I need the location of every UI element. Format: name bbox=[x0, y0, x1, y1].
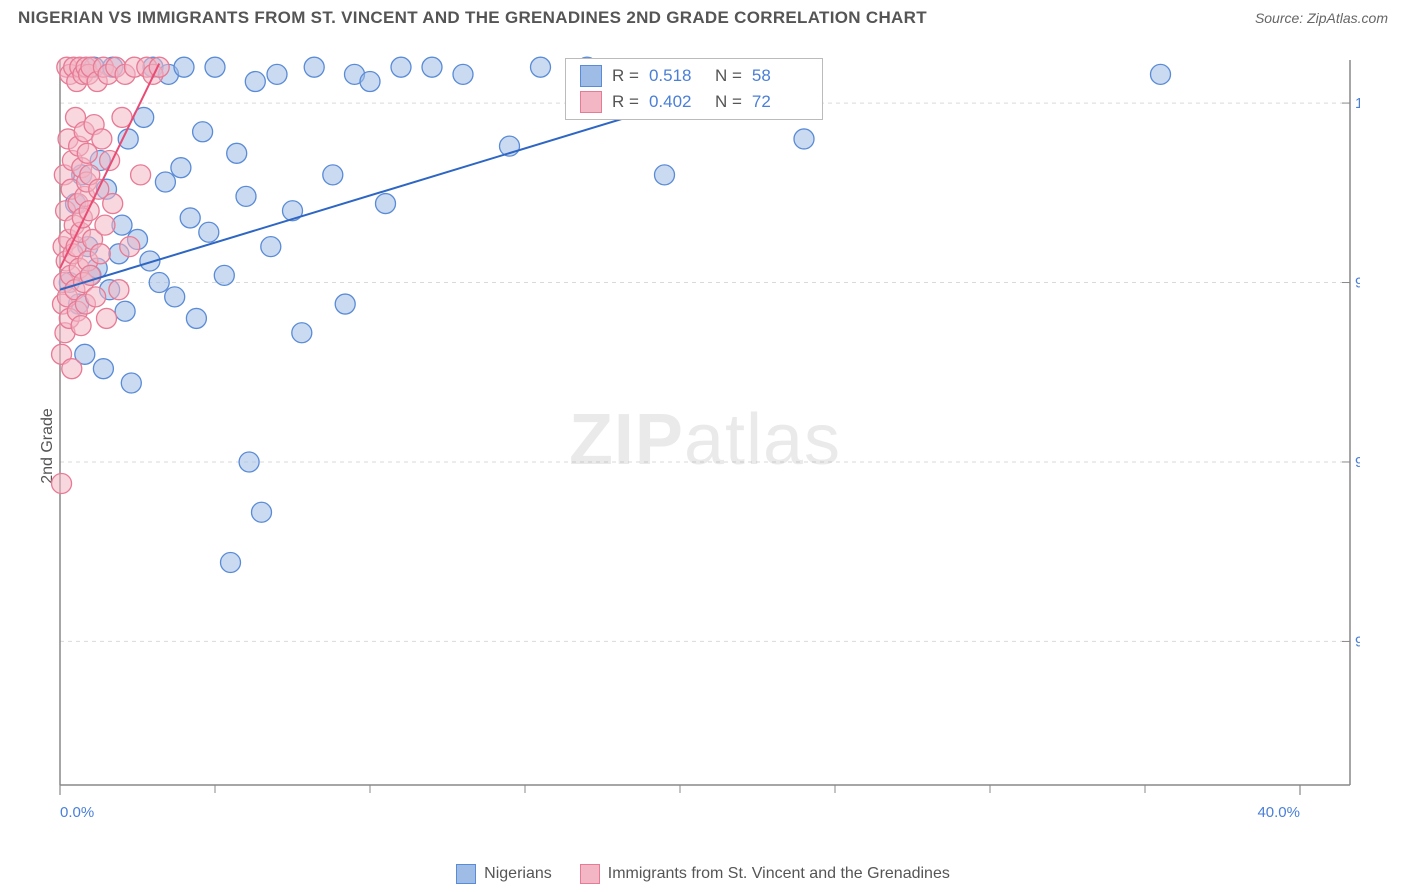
data-point bbox=[171, 158, 191, 178]
svg-text:95.0%: 95.0% bbox=[1355, 454, 1360, 471]
stat-n-value: 58 bbox=[752, 66, 808, 86]
series-swatch bbox=[580, 91, 602, 113]
data-point bbox=[1151, 64, 1171, 84]
data-point bbox=[422, 57, 442, 77]
data-point bbox=[453, 64, 473, 84]
data-point bbox=[214, 265, 234, 285]
stat-n-label: N = bbox=[715, 66, 742, 86]
svg-text:40.0%: 40.0% bbox=[1257, 804, 1300, 821]
data-point bbox=[52, 474, 72, 494]
data-point bbox=[180, 208, 200, 228]
data-point bbox=[186, 308, 206, 328]
stat-r-value: 0.402 bbox=[649, 92, 705, 112]
data-point bbox=[165, 287, 185, 307]
data-point bbox=[376, 194, 396, 214]
legend-label: Immigrants from St. Vincent and the Gren… bbox=[608, 865, 950, 883]
data-point bbox=[90, 244, 110, 264]
data-point bbox=[62, 359, 82, 379]
data-point bbox=[252, 502, 272, 522]
legend-swatch bbox=[456, 864, 476, 884]
stat-row: R = 0.518 N = 58 bbox=[566, 63, 822, 89]
svg-text:0.0%: 0.0% bbox=[60, 804, 94, 821]
data-point bbox=[109, 280, 129, 300]
data-point bbox=[205, 57, 225, 77]
data-point bbox=[121, 373, 141, 393]
data-point bbox=[245, 72, 265, 92]
data-point bbox=[199, 222, 219, 242]
data-point bbox=[149, 273, 169, 293]
data-point bbox=[335, 294, 355, 314]
data-point bbox=[794, 129, 814, 149]
stat-r-label: R = bbox=[612, 66, 639, 86]
stat-r-label: R = bbox=[612, 92, 639, 112]
data-point bbox=[227, 143, 247, 163]
data-point bbox=[360, 72, 380, 92]
data-point bbox=[120, 237, 140, 257]
stat-row: R = 0.402 N = 72 bbox=[566, 89, 822, 115]
stat-n-value: 72 bbox=[752, 92, 808, 112]
data-point bbox=[86, 287, 106, 307]
data-point bbox=[92, 129, 112, 149]
scatter-chart: 0.0%40.0%92.5%95.0%97.5%100.0% ZIPatlas bbox=[50, 45, 1360, 835]
svg-text:92.5%: 92.5% bbox=[1355, 633, 1360, 650]
legend-item: Nigerians bbox=[456, 864, 552, 884]
data-point bbox=[239, 452, 259, 472]
data-point bbox=[304, 57, 324, 77]
data-point bbox=[531, 57, 551, 77]
legend-swatch bbox=[580, 864, 600, 884]
data-point bbox=[103, 194, 123, 214]
data-point bbox=[71, 316, 91, 336]
data-point bbox=[131, 165, 151, 185]
data-point bbox=[267, 64, 287, 84]
svg-text:97.5%: 97.5% bbox=[1355, 275, 1360, 292]
legend-item: Immigrants from St. Vincent and the Gren… bbox=[580, 864, 950, 884]
data-point bbox=[93, 359, 113, 379]
data-point bbox=[149, 57, 169, 77]
chart-title: NIGERIAN VS IMMIGRANTS FROM ST. VINCENT … bbox=[18, 8, 927, 28]
data-point bbox=[261, 237, 281, 257]
data-point bbox=[174, 57, 194, 77]
stat-n-label: N = bbox=[715, 92, 742, 112]
data-point bbox=[118, 129, 138, 149]
stat-r-value: 0.518 bbox=[649, 66, 705, 86]
data-point bbox=[236, 186, 256, 206]
data-point bbox=[221, 552, 241, 572]
legend: Nigerians Immigrants from St. Vincent and… bbox=[0, 864, 1406, 884]
data-point bbox=[79, 201, 99, 221]
correlation-stats-box: R = 0.518 N = 58 R = 0.402 N = 72 bbox=[565, 58, 823, 120]
data-point bbox=[323, 165, 343, 185]
data-point bbox=[391, 57, 411, 77]
series-swatch bbox=[580, 65, 602, 87]
legend-label: Nigerians bbox=[484, 865, 552, 883]
svg-text:100.0%: 100.0% bbox=[1355, 95, 1360, 112]
data-point bbox=[95, 215, 115, 235]
data-point bbox=[115, 301, 135, 321]
data-point bbox=[155, 172, 175, 192]
data-point bbox=[97, 308, 117, 328]
source-attribution: Source: ZipAtlas.com bbox=[1255, 10, 1388, 26]
data-point bbox=[193, 122, 213, 142]
data-point bbox=[655, 165, 675, 185]
data-point bbox=[292, 323, 312, 343]
